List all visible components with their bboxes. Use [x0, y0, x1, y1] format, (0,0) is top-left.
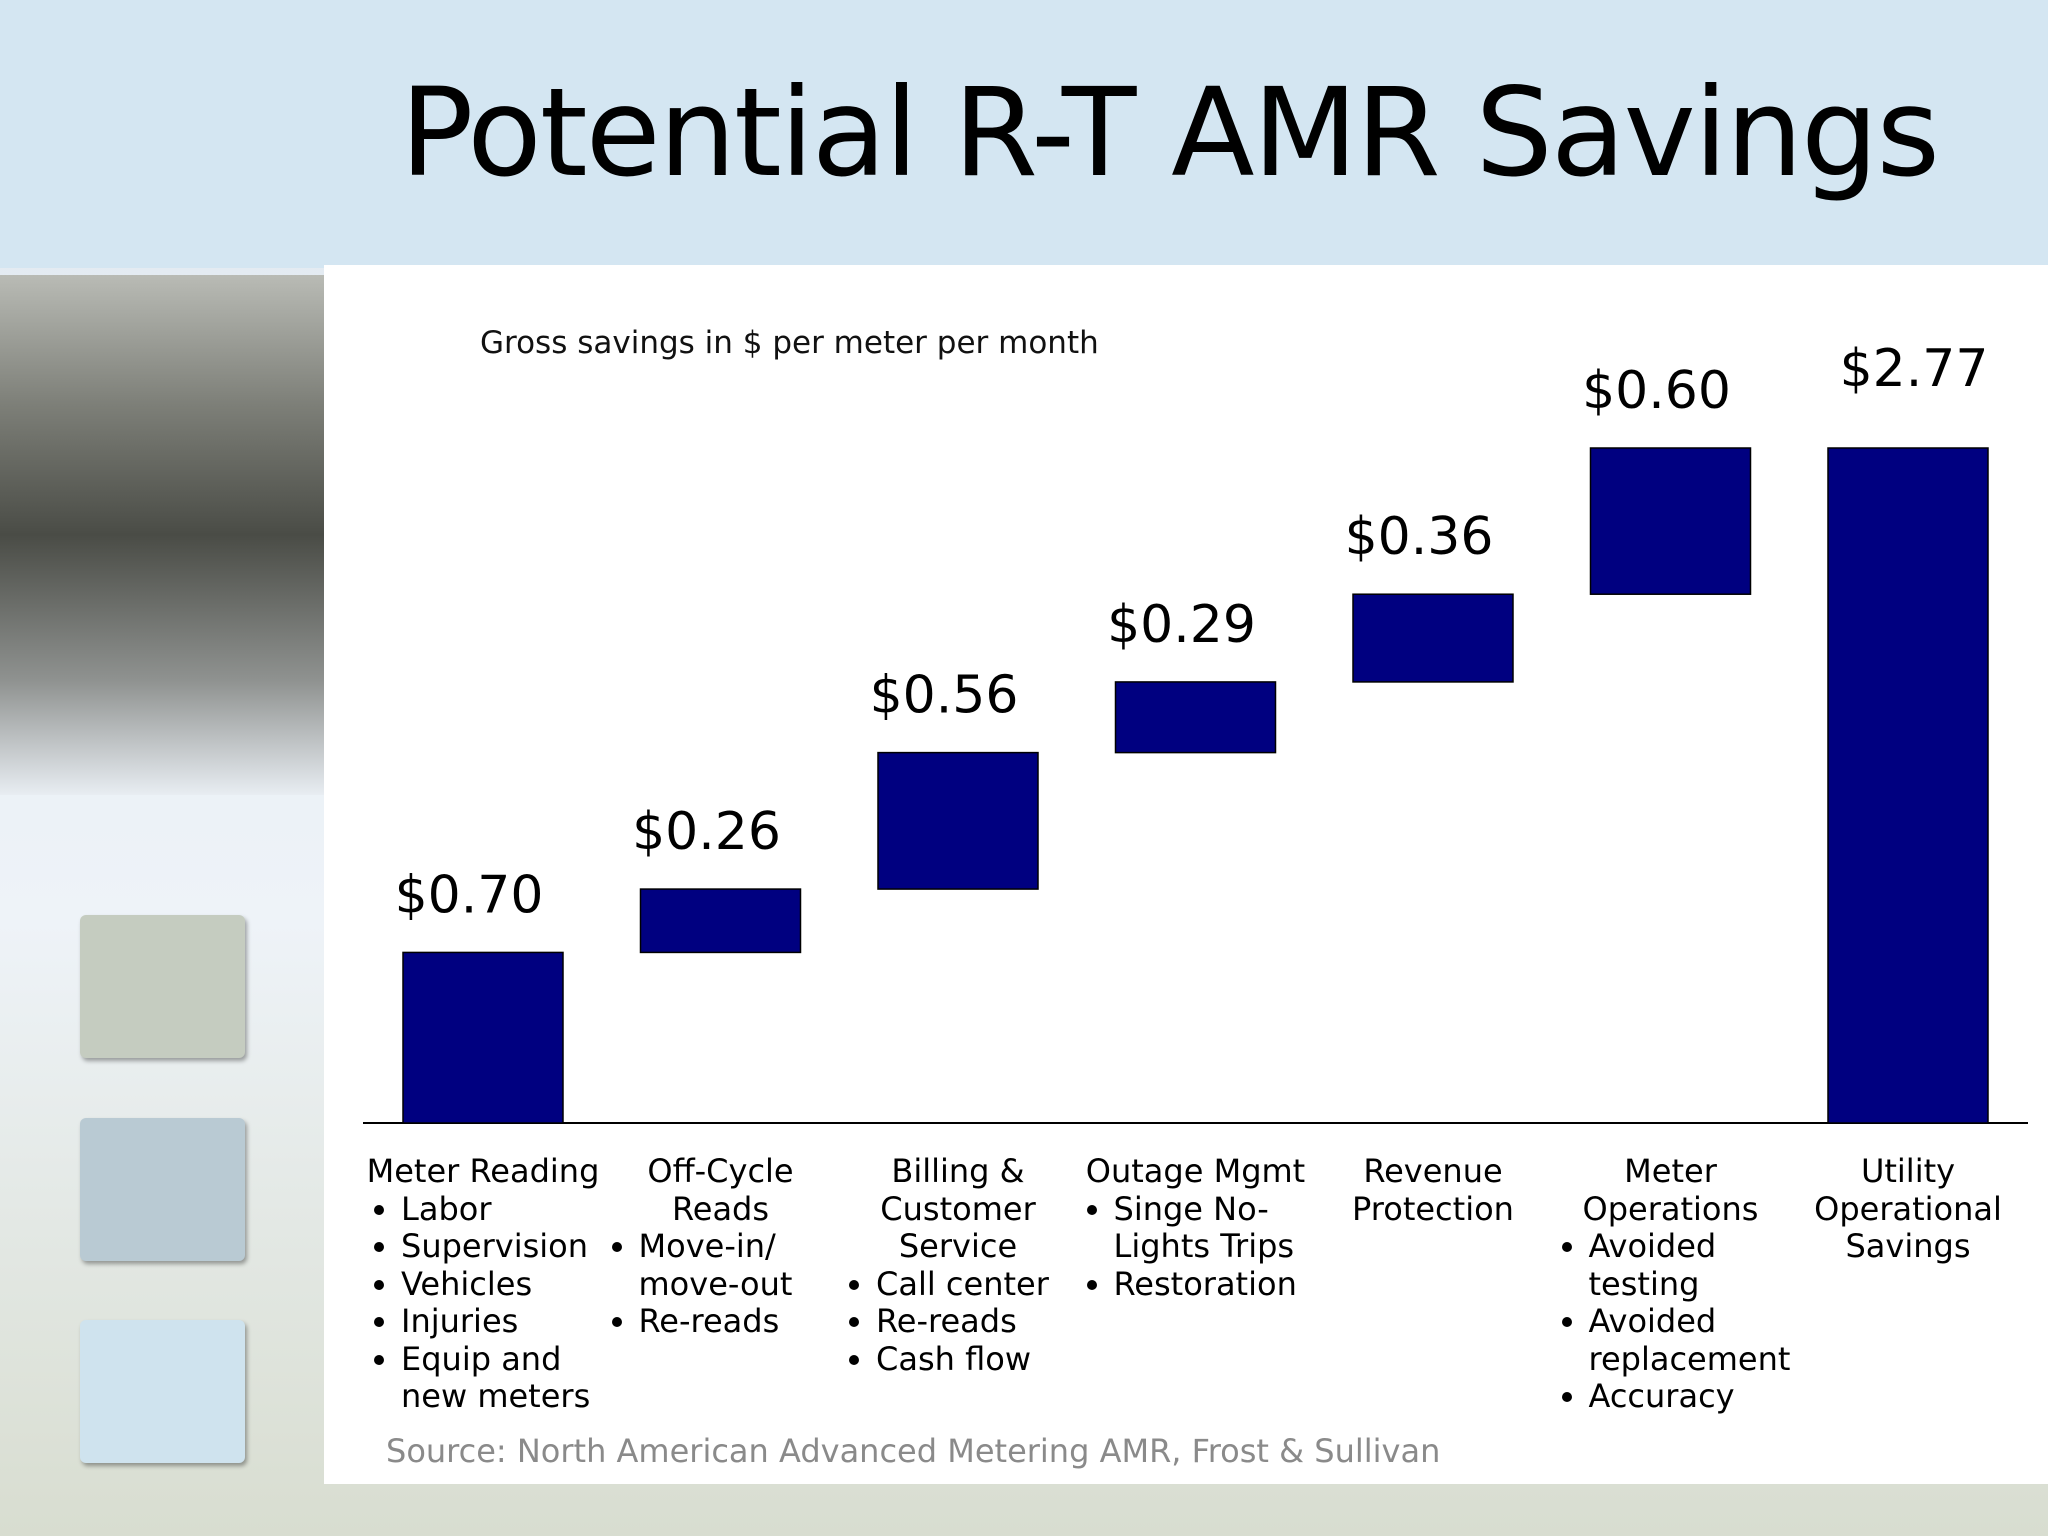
category-name: Meter Reading [366, 1152, 600, 1190]
bar [402, 951, 564, 1124]
value-label: $0.70 [395, 865, 544, 925]
detail-list: Move-in/ move-outRe-reads [603, 1227, 839, 1341]
value-label: $0.26 [632, 802, 781, 862]
category-name: Outage Mgmt [1085, 1152, 1306, 1190]
decor-square [80, 1118, 245, 1261]
detail-item: Labor [401, 1190, 601, 1229]
decor-square [80, 1320, 245, 1463]
bar [1827, 447, 1989, 1124]
category-name: Revenue Protection [1352, 1152, 1514, 1228]
value-label: $0.60 [1582, 361, 1731, 421]
category-name: Utility Operational Savings [1814, 1152, 2002, 1265]
category-label: Off-Cycle ReadsMove-in/ move-outRe-reads [603, 1152, 839, 1341]
bar [877, 751, 1039, 890]
detail-item: Avoided replacement [1589, 1302, 1791, 1378]
category-name: Off-Cycle Reads [647, 1152, 794, 1228]
detail-item: Supervision [401, 1227, 601, 1266]
detail-item: Restoration [1114, 1265, 1314, 1304]
value-label: $0.36 [1345, 507, 1494, 567]
chart-subtitle: Gross savings in $ per meter per month [480, 325, 1099, 361]
category-label: Outage MgmtSinge No-Lights TripsRestorat… [1078, 1152, 1314, 1304]
detail-item: Vehicles [401, 1265, 601, 1304]
bar [1114, 681, 1277, 754]
detail-item: Accuracy [1589, 1377, 1789, 1416]
category-label: Billing & Customer ServiceCall centerRe-… [840, 1152, 1076, 1379]
category-name: Billing & Customer Service [880, 1152, 1036, 1265]
bar [1589, 447, 1752, 595]
category-label: Utility Operational Savings [1790, 1152, 2026, 1266]
decorative-image [0, 275, 324, 795]
decor-square [80, 915, 245, 1058]
bar [1352, 593, 1514, 683]
header-band [0, 0, 2048, 268]
detail-item: Injuries [401, 1302, 601, 1341]
detail-list: Call centerRe-readsCash flow [840, 1265, 1076, 1379]
detail-item: Re-reads [639, 1302, 839, 1341]
category-label: Revenue Protection [1315, 1152, 1551, 1228]
detail-item: Singe No-Lights Trips [1114, 1190, 1314, 1266]
category-name: Meter Operations [1582, 1152, 1759, 1228]
detail-item: Avoided testing [1589, 1227, 1789, 1303]
detail-item: Equip and new meters [401, 1340, 601, 1416]
source-note: Source: North American Advanced Metering… [386, 1432, 1441, 1470]
category-label: Meter OperationsAvoided testingAvoided r… [1553, 1152, 1791, 1416]
detail-list: LaborSupervisionVehiclesInjuriesEquip an… [365, 1190, 601, 1416]
detail-item: Call center [876, 1265, 1076, 1304]
detail-item: Re-reads [876, 1302, 1076, 1341]
detail-item: Cash flow [876, 1340, 1076, 1379]
category-label: Meter ReadingLaborSupervisionVehiclesInj… [365, 1152, 601, 1416]
chart-panel [324, 265, 2048, 1484]
slide-title: Potential R-T AMR Savings [399, 62, 1940, 204]
detail-list: Avoided testingAvoided replacementAccura… [1553, 1227, 1791, 1416]
value-label: $0.29 [1107, 595, 1256, 655]
value-label: $0.56 [870, 666, 1019, 726]
bar [639, 888, 802, 954]
value-label: $2.77 [1840, 339, 1989, 399]
detail-item: Move-in/ move-out [639, 1227, 839, 1303]
detail-list: Singe No-Lights TripsRestoration [1078, 1190, 1314, 1304]
